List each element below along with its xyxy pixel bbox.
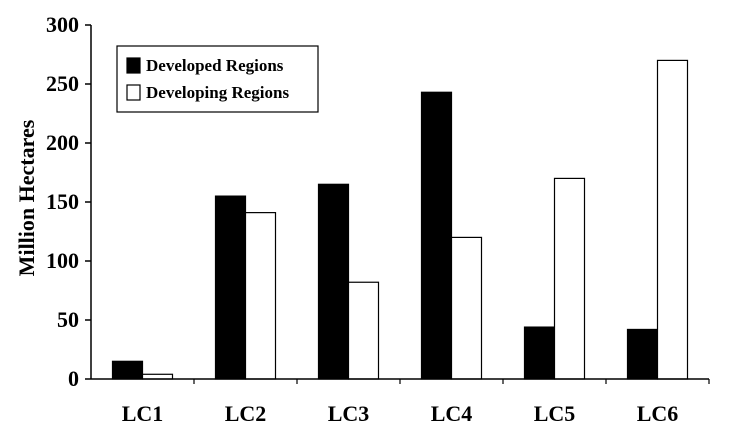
bar-developing-lc5 bbox=[553, 177, 586, 380]
bar-developed-lc2 bbox=[214, 195, 247, 380]
y-tick-label: 50 bbox=[57, 307, 79, 332]
bar-developed-lc4 bbox=[420, 91, 453, 380]
x-tick-label: LC5 bbox=[534, 401, 576, 426]
bar-developing-lc3 bbox=[347, 281, 380, 380]
bar-developing-lc6 bbox=[656, 59, 689, 380]
bar-developed-lc3 bbox=[317, 183, 350, 380]
legend-swatch-developing bbox=[126, 84, 141, 101]
bar-developed-lc6 bbox=[626, 328, 659, 380]
y-axis-title: Million Hectares bbox=[14, 119, 39, 276]
x-tick-label: LC2 bbox=[225, 401, 267, 426]
y-tick-label: 0 bbox=[68, 366, 79, 391]
y-tick-label: 250 bbox=[46, 71, 79, 96]
y-axis-ticks: 0 50 100 150 200 250 300 bbox=[46, 12, 91, 391]
y-tick-label: 100 bbox=[46, 248, 79, 273]
legend-box bbox=[116, 45, 319, 113]
y-tick-label: 200 bbox=[46, 130, 79, 155]
x-tick-label: LC4 bbox=[431, 401, 473, 426]
y-tick-label: 300 bbox=[46, 12, 79, 37]
legend-swatch-developed bbox=[126, 57, 141, 74]
legend-label-developing: Developing Regions bbox=[146, 83, 289, 102]
bars bbox=[111, 59, 689, 380]
x-axis-labels: LC1 LC2 LC3 LC4 LC5 LC6 bbox=[122, 379, 710, 426]
legend: Developed Regions Developing Regions bbox=[116, 45, 319, 113]
y-tick-label: 150 bbox=[46, 189, 79, 214]
bar-developed-lc1 bbox=[111, 360, 144, 380]
legend-label-developed: Developed Regions bbox=[146, 56, 284, 75]
bar-developed-lc5 bbox=[523, 326, 556, 380]
bar-developing-lc4 bbox=[450, 236, 483, 380]
x-tick-label: LC6 bbox=[637, 401, 679, 426]
bar-developing-lc2 bbox=[244, 212, 277, 380]
x-tick-label: LC3 bbox=[328, 401, 370, 426]
x-tick-label: LC1 bbox=[122, 401, 164, 426]
